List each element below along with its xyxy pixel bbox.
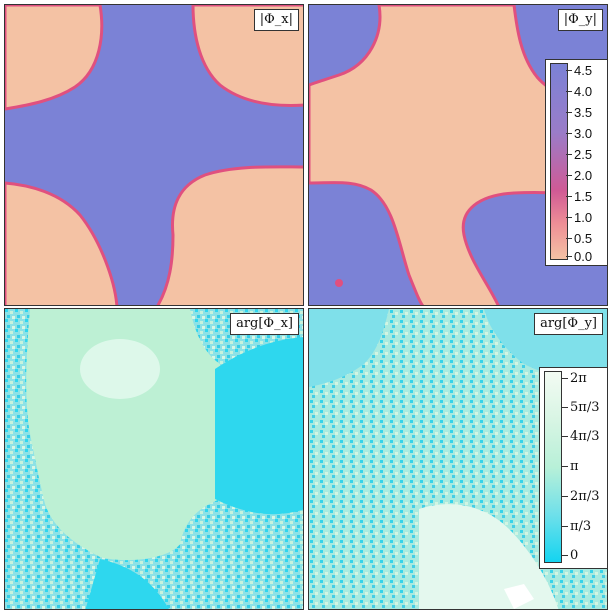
magnitude-tick-8: 0.5 [565, 231, 593, 246]
panel-arg-phi-x: arg[Φ_x] [4, 308, 304, 610]
magnitude-tick-9: 0.0 [565, 249, 593, 264]
magnitude-tick-3: 3.0 [565, 126, 593, 141]
phase-tick-0: 2π [562, 371, 587, 386]
phase-colorbar-gradient [544, 371, 562, 563]
magnitude-tick-4: 2.5 [565, 147, 593, 162]
phase-tick-1: 5π/3 [561, 400, 600, 415]
magnitude-tick-7: 1.0 [565, 210, 593, 225]
panel-abs-phi-y: |Φ_y| 4.5 4.0 3.5 3.0 2.5 2.0 1.5 1.0 0.… [308, 4, 608, 306]
panel-abs-phi-x: |Φ_x| [4, 4, 304, 306]
phase-tick-6: 0 [561, 548, 579, 563]
phase-tick-4: 2π/3 [561, 489, 600, 504]
abs-phi-y-label: |Φ_y| [557, 9, 603, 31]
abs-phi-x-label: |Φ_x| [253, 9, 299, 31]
phase-tick-2: 4π/3 [561, 429, 600, 444]
abs-phi-x-map [5, 5, 303, 305]
phase-tick-3: π [562, 459, 579, 474]
arg-phi-y-label: arg[Φ_y] [534, 313, 603, 335]
phase-colorbar: 2π 5π/3 4π/3 π 2π/3 π/3 0 [539, 367, 607, 569]
magnitude-tick-2: 3.5 [565, 105, 593, 120]
magnitude-tick-0: 4.5 [565, 63, 593, 78]
arg-phi-x-map [5, 309, 303, 609]
magnitude-tick-6: 1.5 [565, 189, 593, 204]
panel-arg-phi-y: arg[Φ_y] 2π 5π/3 4π/3 π 2π/3 π/3 0 [308, 308, 608, 610]
magnitude-tick-5: 2.0 [565, 168, 593, 183]
magnitude-colorbar-gradient [550, 63, 568, 260]
magnitude-tick-1: 4.0 [565, 84, 593, 99]
phase-tick-5: π/3 [561, 519, 592, 534]
arg-phi-x-label: arg[Φ_x] [230, 313, 299, 335]
magnitude-colorbar: 4.5 4.0 3.5 3.0 2.5 2.0 1.5 1.0 0.5 0.0 [545, 59, 607, 266]
